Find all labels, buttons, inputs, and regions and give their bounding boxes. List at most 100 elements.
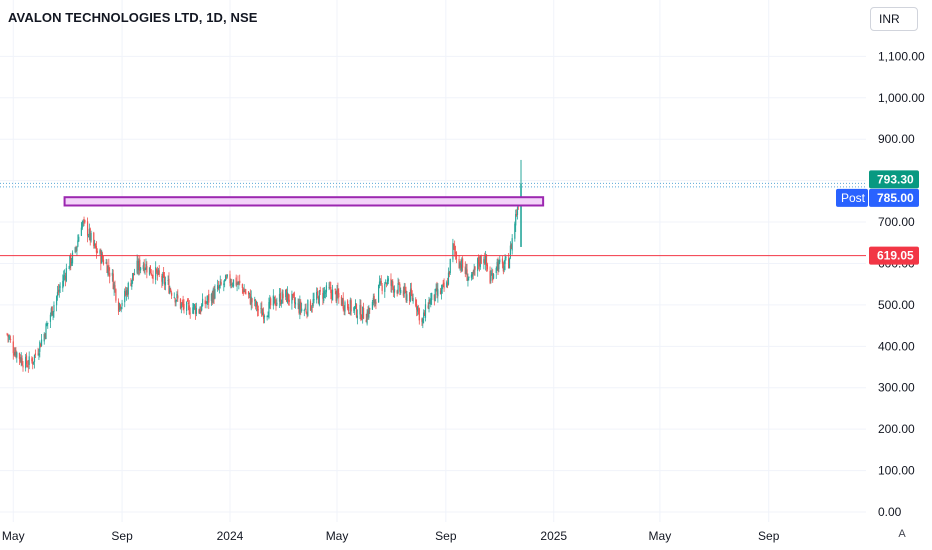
candle-body xyxy=(268,302,270,319)
candle-body xyxy=(200,308,202,312)
candle-body xyxy=(201,298,204,307)
candle-body xyxy=(272,295,274,306)
candle-body xyxy=(257,309,259,311)
post-price-tag xyxy=(869,188,919,207)
candle-body xyxy=(169,288,171,294)
candle-body xyxy=(380,280,382,284)
candle-body xyxy=(340,296,343,306)
candle-body xyxy=(398,282,400,284)
candle-body xyxy=(311,306,313,308)
candle-body xyxy=(443,282,445,289)
candle-body xyxy=(491,273,493,276)
candle-body xyxy=(225,277,228,279)
candle-body xyxy=(119,304,121,309)
auto-scale-button[interactable]: A xyxy=(898,528,906,540)
candle-body xyxy=(107,265,109,275)
candle-body xyxy=(53,304,55,312)
candle-body xyxy=(362,306,364,319)
candle-body xyxy=(496,261,498,270)
candle-body xyxy=(15,349,17,357)
candle-body xyxy=(94,243,97,248)
candle-body xyxy=(287,293,289,301)
candle-body xyxy=(224,275,227,281)
candle-body xyxy=(300,301,302,310)
candle-body xyxy=(204,300,206,305)
y-tick-label: 400.00 xyxy=(878,339,915,353)
candle-body xyxy=(207,295,209,301)
candle-body xyxy=(192,307,194,314)
candle-body xyxy=(361,318,363,320)
candle-body xyxy=(263,312,265,320)
candle-body xyxy=(331,291,333,300)
candle-body xyxy=(454,251,457,254)
candle-body xyxy=(206,300,208,304)
candle-body xyxy=(34,353,36,355)
candle-body xyxy=(186,299,189,302)
candle-body xyxy=(51,306,53,316)
candle-body xyxy=(77,240,79,247)
candle-body xyxy=(37,353,39,355)
candle-body xyxy=(254,299,256,302)
candle-body xyxy=(324,292,327,294)
candle-body xyxy=(278,294,281,302)
candle-body xyxy=(472,271,474,275)
candle-body xyxy=(59,286,61,288)
candle-body xyxy=(32,361,34,365)
candle-body xyxy=(286,292,289,303)
candle-body xyxy=(12,341,14,354)
candle-body xyxy=(319,290,321,292)
candle-body xyxy=(460,264,462,269)
candle-body xyxy=(431,292,433,301)
candle-body xyxy=(150,273,152,275)
candle-body xyxy=(448,271,450,275)
candle-body xyxy=(486,264,489,270)
candle-body xyxy=(223,283,225,285)
candle-body xyxy=(332,289,334,301)
candle-body xyxy=(307,299,309,316)
candle-body xyxy=(106,262,108,274)
candle-body xyxy=(273,297,275,298)
candle-body xyxy=(467,278,469,281)
candle-body xyxy=(194,305,196,307)
candle-body xyxy=(454,245,456,251)
candle-body xyxy=(170,289,172,292)
currency-selector[interactable]: INR xyxy=(870,7,918,31)
candle-body xyxy=(485,255,487,265)
candle-body xyxy=(423,312,425,319)
candle-body xyxy=(292,294,294,295)
candle-body xyxy=(449,258,451,273)
candle-body xyxy=(146,266,148,273)
candle-body xyxy=(244,290,246,294)
candle-body xyxy=(6,333,8,335)
candle-body xyxy=(406,294,408,302)
candle-body xyxy=(293,293,295,297)
candle-body xyxy=(400,289,402,294)
candle-body xyxy=(479,255,481,268)
x-tick-label: 2025 xyxy=(540,529,567,543)
candle-body xyxy=(76,246,78,251)
y-tick-label: 0.00 xyxy=(878,505,902,519)
candle-body xyxy=(492,273,494,281)
candle-body xyxy=(316,290,319,295)
candle-body xyxy=(243,290,245,292)
x-tick-label: May xyxy=(326,529,349,543)
candle-body xyxy=(405,290,407,301)
candle-body xyxy=(125,291,127,295)
chart-title: AVALON TECHNOLOGIES LTD, 1D, NSE xyxy=(8,10,258,25)
candle-body xyxy=(217,286,220,289)
candle-body xyxy=(510,244,512,249)
candle-body xyxy=(436,288,438,295)
candle-body xyxy=(338,293,340,298)
candle-body xyxy=(396,290,398,294)
y-tick-label: 100.00 xyxy=(878,464,915,478)
last-price-tag xyxy=(869,170,919,189)
candle-body xyxy=(336,289,338,301)
candle-body xyxy=(291,293,293,304)
candle-body xyxy=(78,236,80,242)
candle-body xyxy=(480,256,482,264)
candle-body xyxy=(245,292,247,294)
candle-body xyxy=(80,227,82,236)
candle-body xyxy=(362,307,365,319)
candle-body xyxy=(167,280,169,281)
